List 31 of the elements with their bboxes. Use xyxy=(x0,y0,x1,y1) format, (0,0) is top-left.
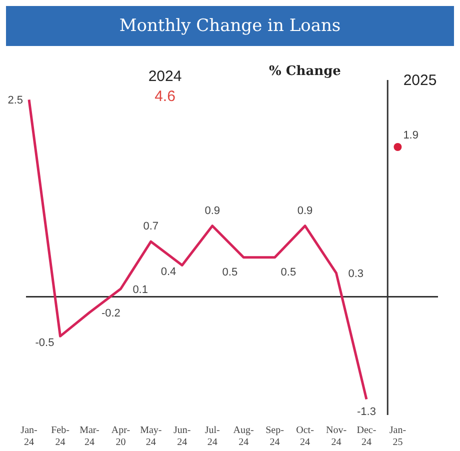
x-tick-label: Mar-24 xyxy=(80,425,100,448)
data-label: 0.5 xyxy=(222,266,238,278)
x-tick-label: Jan-25 xyxy=(389,425,406,448)
annotation: 2024 xyxy=(148,68,182,85)
x-tick-label: Aug-24 xyxy=(233,425,254,448)
x-tick-label: Apr-20 xyxy=(111,425,130,448)
x-tick-label: May-24 xyxy=(140,425,162,448)
chart-subtitle: % Change xyxy=(269,64,341,79)
x-tick-label: Oct-24 xyxy=(296,425,314,448)
data-label: 0.7 xyxy=(143,220,159,233)
data-label: -1.3 xyxy=(356,406,376,418)
annotation: 4.6 xyxy=(154,88,176,105)
x-tick-label: Dec-24 xyxy=(356,425,376,448)
data-label: 0.3 xyxy=(348,268,364,280)
data-label: 2.5 xyxy=(8,94,24,107)
data-label: 0.9 xyxy=(204,204,220,217)
chart-title: Monthly Change in Loans xyxy=(119,16,341,36)
data-label: 0.4 xyxy=(160,266,176,278)
annotation: 2025 xyxy=(403,72,437,89)
x-tick-label: Jun-24 xyxy=(174,425,191,448)
x-tick-label: Jul-24 xyxy=(204,425,220,448)
data-label: -0.5 xyxy=(35,337,54,350)
data-label: 0.9 xyxy=(297,204,313,217)
x-tick-label: Feb-24 xyxy=(51,425,70,448)
x-tick-label: Jan-24 xyxy=(20,425,38,448)
data-label: 1.9 xyxy=(403,129,418,142)
data-label: -0.2 xyxy=(101,308,120,320)
x-tick-label: Sep-24 xyxy=(266,425,284,448)
data-label: 0.5 xyxy=(280,266,296,278)
x-tick-label: Nov-24 xyxy=(326,425,347,448)
data-label: 0.1 xyxy=(132,284,148,296)
